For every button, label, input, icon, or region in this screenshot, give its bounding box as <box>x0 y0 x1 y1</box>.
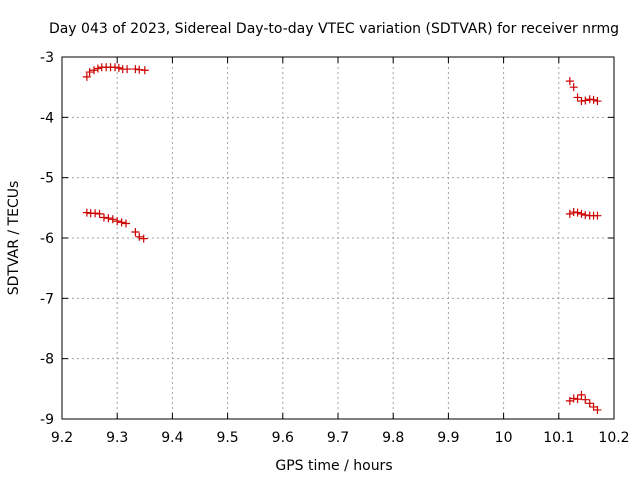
series-middle-late <box>565 208 602 220</box>
data-point <box>139 234 148 243</box>
data-point <box>585 95 594 104</box>
data-point <box>577 209 586 218</box>
grid-lines <box>62 57 614 419</box>
data-points <box>82 63 602 414</box>
x-tick-label: 9.6 <box>272 430 294 446</box>
x-tick-labels: 9.2 9.3 9.4 9.5 9.6 9.7 9.8 9.9 10 10.1 10.2 <box>51 430 630 446</box>
y-tick-label: -4 <box>40 110 54 126</box>
x-tick-label: 10.1 <box>543 430 574 446</box>
x-tick-label: 9.8 <box>382 430 404 446</box>
data-point <box>573 208 582 217</box>
data-point <box>577 97 586 106</box>
data-point <box>131 65 140 74</box>
x-axis-title: GPS time / hours <box>275 458 392 474</box>
y-tick-label: -8 <box>40 352 54 368</box>
data-point <box>135 232 144 241</box>
x-tick-label: 10 <box>495 430 513 446</box>
data-point <box>585 399 594 408</box>
data-point <box>135 65 144 74</box>
data-point <box>113 217 122 226</box>
data-point <box>108 215 117 224</box>
data-point <box>593 405 602 414</box>
data-point <box>569 208 578 217</box>
data-point <box>95 209 104 218</box>
x-tick-label: 9.3 <box>106 430 128 446</box>
data-point <box>593 211 602 220</box>
y-axis-title: SDTVAR / TECUs <box>6 181 22 296</box>
data-point <box>581 395 590 404</box>
y-tick-labels: -3 -4 -5 -6 -7 -8 -9 <box>40 50 54 428</box>
x-tick-label: 9.9 <box>437 430 459 446</box>
data-point <box>90 66 99 75</box>
y-tick-label: -3 <box>40 50 54 66</box>
axis-ticks <box>61 56 615 420</box>
data-point <box>110 63 119 72</box>
data-point <box>114 63 123 72</box>
x-tick-label: 10.2 <box>598 430 629 446</box>
data-point <box>577 390 586 399</box>
data-point <box>117 218 126 227</box>
data-point <box>93 64 102 73</box>
data-point <box>589 95 598 104</box>
series-middle-early <box>82 208 148 243</box>
data-point <box>123 65 132 74</box>
chart-title: Day 043 of 2023, Sidereal Day-to-day VTE… <box>49 21 619 37</box>
data-point <box>104 214 113 223</box>
y-tick-label: -5 <box>40 171 54 187</box>
data-point <box>122 219 131 228</box>
data-point <box>565 209 574 218</box>
data-point <box>593 97 602 106</box>
y-tick-label: -9 <box>40 412 54 428</box>
data-point <box>573 93 582 102</box>
data-point <box>569 83 578 92</box>
data-point <box>140 66 149 75</box>
data-point <box>82 208 91 217</box>
data-point <box>581 96 590 105</box>
data-point <box>85 68 94 77</box>
data-point <box>99 213 108 222</box>
data-point <box>569 394 578 403</box>
y-tick-label: -6 <box>40 231 54 247</box>
series-lower-late <box>565 390 602 414</box>
data-point <box>573 395 582 404</box>
data-point <box>91 209 100 218</box>
x-tick-label: 9.4 <box>161 430 183 446</box>
series-upper-late <box>565 77 602 106</box>
data-point <box>131 227 140 236</box>
data-point <box>581 211 590 220</box>
x-tick-label: 9.5 <box>216 430 238 446</box>
series-upper-early <box>82 63 149 81</box>
data-point <box>82 72 91 81</box>
x-tick-label: 9.7 <box>327 430 349 446</box>
x-tick-label: 9.2 <box>51 430 73 446</box>
y-tick-label: -7 <box>40 291 54 307</box>
data-point <box>565 77 574 86</box>
